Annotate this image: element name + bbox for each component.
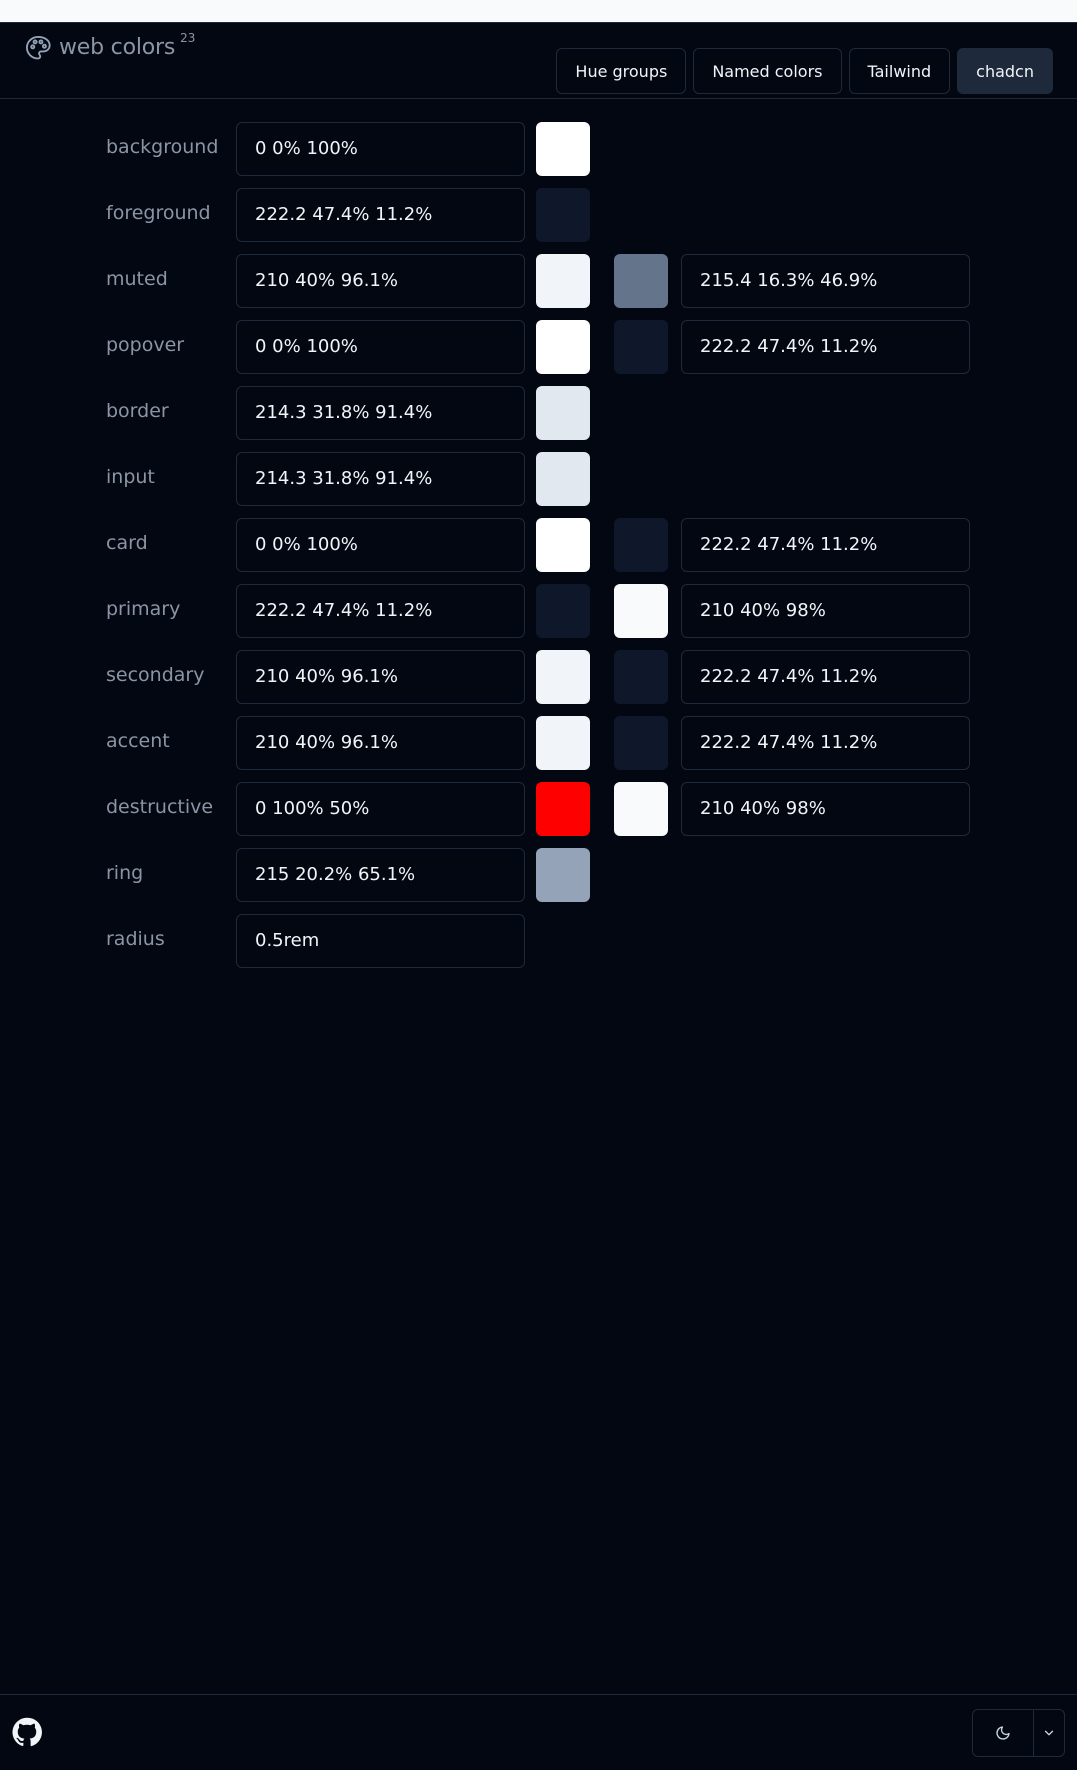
foreground-swatch[interactable] [614, 518, 668, 572]
color-row-border: border 214.3 31.8% 91.4% [0, 386, 1077, 440]
foreground-value-input[interactable]: 222.2 47.4% 11.2% [681, 650, 970, 704]
value-input[interactable]: 210 40% 96.1% [236, 716, 525, 770]
foreground-value-input[interactable]: 222.2 47.4% 11.2% [681, 716, 970, 770]
value-input[interactable]: 210 40% 96.1% [236, 650, 525, 704]
variable-label: border [106, 400, 169, 422]
value-input[interactable]: 0 0% 100% [236, 518, 525, 572]
variable-label: radius [106, 928, 165, 950]
color-row-destructive: destructive 0 100% 50% 210 40% 98% [0, 782, 1077, 836]
variable-label: accent [106, 730, 170, 752]
value-input[interactable]: 0 0% 100% [236, 320, 525, 374]
foreground-value-input[interactable]: 222.2 47.4% 11.2% [681, 518, 970, 572]
footer [0, 1694, 1077, 1770]
foreground-swatch[interactable] [614, 650, 668, 704]
palette-icon [25, 35, 51, 60]
variable-label: destructive [106, 796, 214, 818]
foreground-value-input[interactable]: 210 40% 98% [681, 584, 970, 638]
variable-label: primary [106, 598, 181, 620]
value-input[interactable]: 0.5rem [236, 914, 525, 968]
value-input[interactable]: 0 100% 50% [236, 782, 525, 836]
color-swatch[interactable] [536, 518, 590, 572]
foreground-value-input[interactable]: 222.2 47.4% 11.2% [681, 320, 970, 374]
variable-label: ring [106, 862, 144, 884]
value-input[interactable]: 210 40% 96.1% [236, 254, 525, 308]
color-row-popover: popover 0 0% 100% 222.2 47.4% 11.2% [0, 320, 1077, 374]
top-nav: Hue groups Named colors Tailwind chadcn [556, 48, 1053, 94]
color-row-ring: ring 215 20.2% 65.1% [0, 848, 1077, 902]
value-input[interactable]: 214.3 31.8% 91.4% [236, 386, 525, 440]
brand-superscript: 23 [180, 31, 196, 45]
foreground-swatch[interactable] [614, 320, 668, 374]
theme-mode-button[interactable] [973, 1710, 1033, 1756]
variable-label: input [106, 466, 155, 488]
color-row-accent: accent 210 40% 96.1% 222.2 47.4% 11.2% [0, 716, 1077, 770]
color-row-input: input 214.3 31.8% 91.4% [0, 452, 1077, 506]
value-input[interactable]: 215 20.2% 65.1% [236, 848, 525, 902]
variable-label: muted [106, 268, 168, 290]
color-row-muted: muted 210 40% 96.1% 215.4 16.3% 46.9% [0, 254, 1077, 308]
nav-hue-groups-button[interactable]: Hue groups [556, 48, 687, 94]
nav-chadcn-button[interactable]: chadcn [957, 48, 1053, 94]
color-row-secondary: secondary 210 40% 96.1% 222.2 47.4% 11.2% [0, 650, 1077, 704]
color-row-card: card 0 0% 100% 222.2 47.4% 11.2% [0, 518, 1077, 572]
color-swatch[interactable] [536, 452, 590, 506]
foreground-swatch[interactable] [614, 254, 668, 308]
theme-toggle[interactable] [972, 1709, 1065, 1757]
app-header [0, 24, 1077, 99]
foreground-swatch[interactable] [614, 716, 668, 770]
browser-top-strip [0, 0, 1077, 23]
color-swatch[interactable] [536, 188, 590, 242]
brand-name: web colors [59, 35, 176, 60]
variable-label: popover [106, 334, 185, 356]
color-swatch[interactable] [536, 848, 590, 902]
value-input[interactable]: 0 0% 100% [236, 122, 525, 176]
value-input[interactable]: 222.2 47.4% 11.2% [236, 188, 525, 242]
variable-label: foreground [106, 202, 211, 224]
moon-icon [996, 1726, 1010, 1740]
color-swatch[interactable] [536, 782, 590, 836]
color-row-primary: primary 222.2 47.4% 11.2% 210 40% 98% [0, 584, 1077, 638]
color-swatch[interactable] [536, 716, 590, 770]
foreground-value-input[interactable]: 210 40% 98% [681, 782, 970, 836]
color-row-radius: radius 0.5rem [0, 914, 1077, 968]
color-swatch[interactable] [536, 584, 590, 638]
variable-label: card [106, 532, 148, 554]
nav-named-colors-button[interactable]: Named colors [693, 48, 842, 94]
foreground-value-input[interactable]: 215.4 16.3% 46.9% [681, 254, 970, 308]
color-swatch[interactable] [536, 650, 590, 704]
variable-label: background [106, 136, 219, 158]
color-swatch[interactable] [536, 254, 590, 308]
color-swatch[interactable] [536, 122, 590, 176]
chevron-down-icon [1044, 1730, 1054, 1736]
value-input[interactable]: 214.3 31.8% 91.4% [236, 452, 525, 506]
value-input[interactable]: 222.2 47.4% 11.2% [236, 584, 525, 638]
foreground-swatch[interactable] [614, 782, 668, 836]
color-swatch[interactable] [536, 320, 590, 374]
foreground-swatch[interactable] [614, 584, 668, 638]
brand[interactable]: web colors 23 [24, 31, 196, 63]
github-icon[interactable] [12, 1717, 42, 1747]
color-row-background: background 0 0% 100% [0, 122, 1077, 176]
color-row-foreground: foreground 222.2 47.4% 11.2% [0, 188, 1077, 242]
variable-label: secondary [106, 664, 205, 686]
theme-menu-button[interactable] [1033, 1710, 1064, 1756]
color-swatch[interactable] [536, 386, 590, 440]
nav-tailwind-button[interactable]: Tailwind [848, 48, 951, 94]
